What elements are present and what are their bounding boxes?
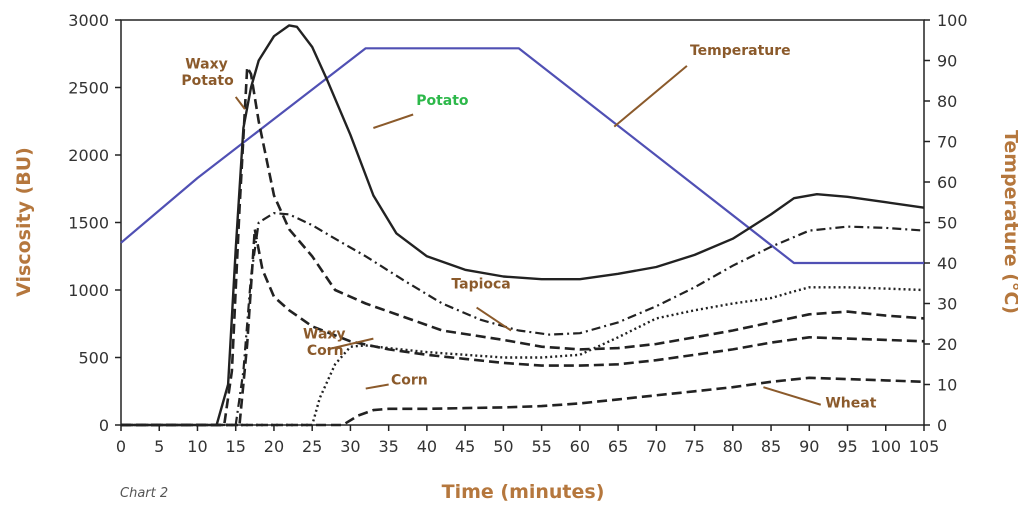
series-line-waxy-potato: [121, 66, 925, 427]
y-axis-title: Viscosity (BU): [13, 147, 35, 297]
y-tick-label: 1000: [68, 281, 109, 300]
y2-tick-label: 20: [937, 335, 957, 354]
x-tick-label: 65: [608, 437, 628, 456]
series-line-waxy-corn: [121, 228, 925, 427]
annotation-label: Wheat: [825, 395, 876, 411]
y2-tick-label: 70: [937, 133, 957, 152]
annotation-label: Waxy: [303, 327, 346, 343]
annotation-leader: [373, 113, 414, 129]
y2-tick-label: 40: [937, 254, 957, 273]
x-tick-label: 50: [493, 437, 513, 456]
x-axis-title: Time (minutes): [442, 481, 605, 503]
series-line-corn: [121, 286, 925, 427]
x-tick-label: 105: [909, 437, 940, 456]
annotation-label: Waxy: [185, 57, 228, 73]
series-line-temperature: [120, 47, 924, 265]
x-tick-label: 15: [226, 437, 246, 456]
y2-tick-label: 60: [937, 173, 957, 192]
x-tick-label: 30: [340, 437, 360, 456]
y2-tick-label: 90: [937, 52, 957, 71]
annotation-leader: [476, 306, 512, 332]
annotation-layer: WaxyPotatoPotatoTemperatureTapiocaWaxyCo…: [181, 43, 876, 411]
x-tick-label: 100: [870, 437, 901, 456]
annotation-leader: [763, 386, 822, 406]
x-tick-label: 75: [684, 437, 704, 456]
series-line-potato: [121, 24, 925, 427]
x-tick-label: 55: [531, 437, 551, 456]
annotation-leader: [327, 337, 374, 351]
x-tick-label: 10: [187, 437, 207, 456]
x-tick-label: 5: [154, 437, 164, 456]
y2-tick-label: 10: [937, 376, 957, 395]
x-tick-label: 80: [723, 437, 743, 456]
y-tick-label: 0: [99, 416, 109, 435]
annotation-label: Corn: [391, 373, 428, 389]
annotation-leader: [234, 96, 246, 110]
axes-layer: 0 5 10 15 20 25 30 35 40 45 50 55 60 65 70 75 80 85 90 95 10…: [68, 11, 967, 456]
y-tick-label: 3000: [68, 11, 109, 30]
x-tick-label: 35: [378, 437, 398, 456]
y2-tick-label: 50: [937, 214, 957, 233]
y2-axis-title: Temperature (°C): [1000, 130, 1018, 314]
annotation-label: Temperature: [690, 43, 791, 59]
annotation-leader: [613, 65, 688, 128]
x-tick-label: 25: [302, 437, 322, 456]
chart-caption: Chart 2: [120, 486, 168, 501]
y2-tick-label: 0: [937, 416, 947, 435]
annotation-label: Tapioca: [451, 277, 510, 293]
series-line-tapioca: [121, 212, 925, 427]
annotation-label: Potato: [416, 93, 469, 109]
y2-tick-label: 30: [937, 295, 957, 314]
annotation-label: Corn: [307, 343, 344, 359]
x-tick-label: 85: [761, 437, 781, 456]
x-tick-label: 90: [799, 437, 819, 456]
series-layer: [120, 24, 925, 427]
y-tick-label: 2000: [68, 146, 109, 165]
x-tick-label: 45: [455, 437, 475, 456]
annotation-label: Potato: [181, 73, 234, 89]
series-line-wheat: [121, 376, 925, 427]
y-tick-label: 500: [78, 349, 109, 368]
x-tick-label: 60: [570, 437, 590, 456]
y2-tick-label: 80: [937, 92, 957, 111]
x-tick-label: 70: [646, 437, 666, 456]
annotation-leader: [365, 383, 389, 390]
x-tick-label: 95: [837, 437, 857, 456]
y2-tick-label: 100: [937, 11, 968, 30]
x-tick-label: 0: [116, 437, 126, 456]
x-tick-label: 20: [264, 437, 284, 456]
x-tick-label: 40: [417, 437, 437, 456]
y-tick-label: 1500: [68, 214, 109, 233]
y-tick-label: 2500: [68, 79, 109, 98]
